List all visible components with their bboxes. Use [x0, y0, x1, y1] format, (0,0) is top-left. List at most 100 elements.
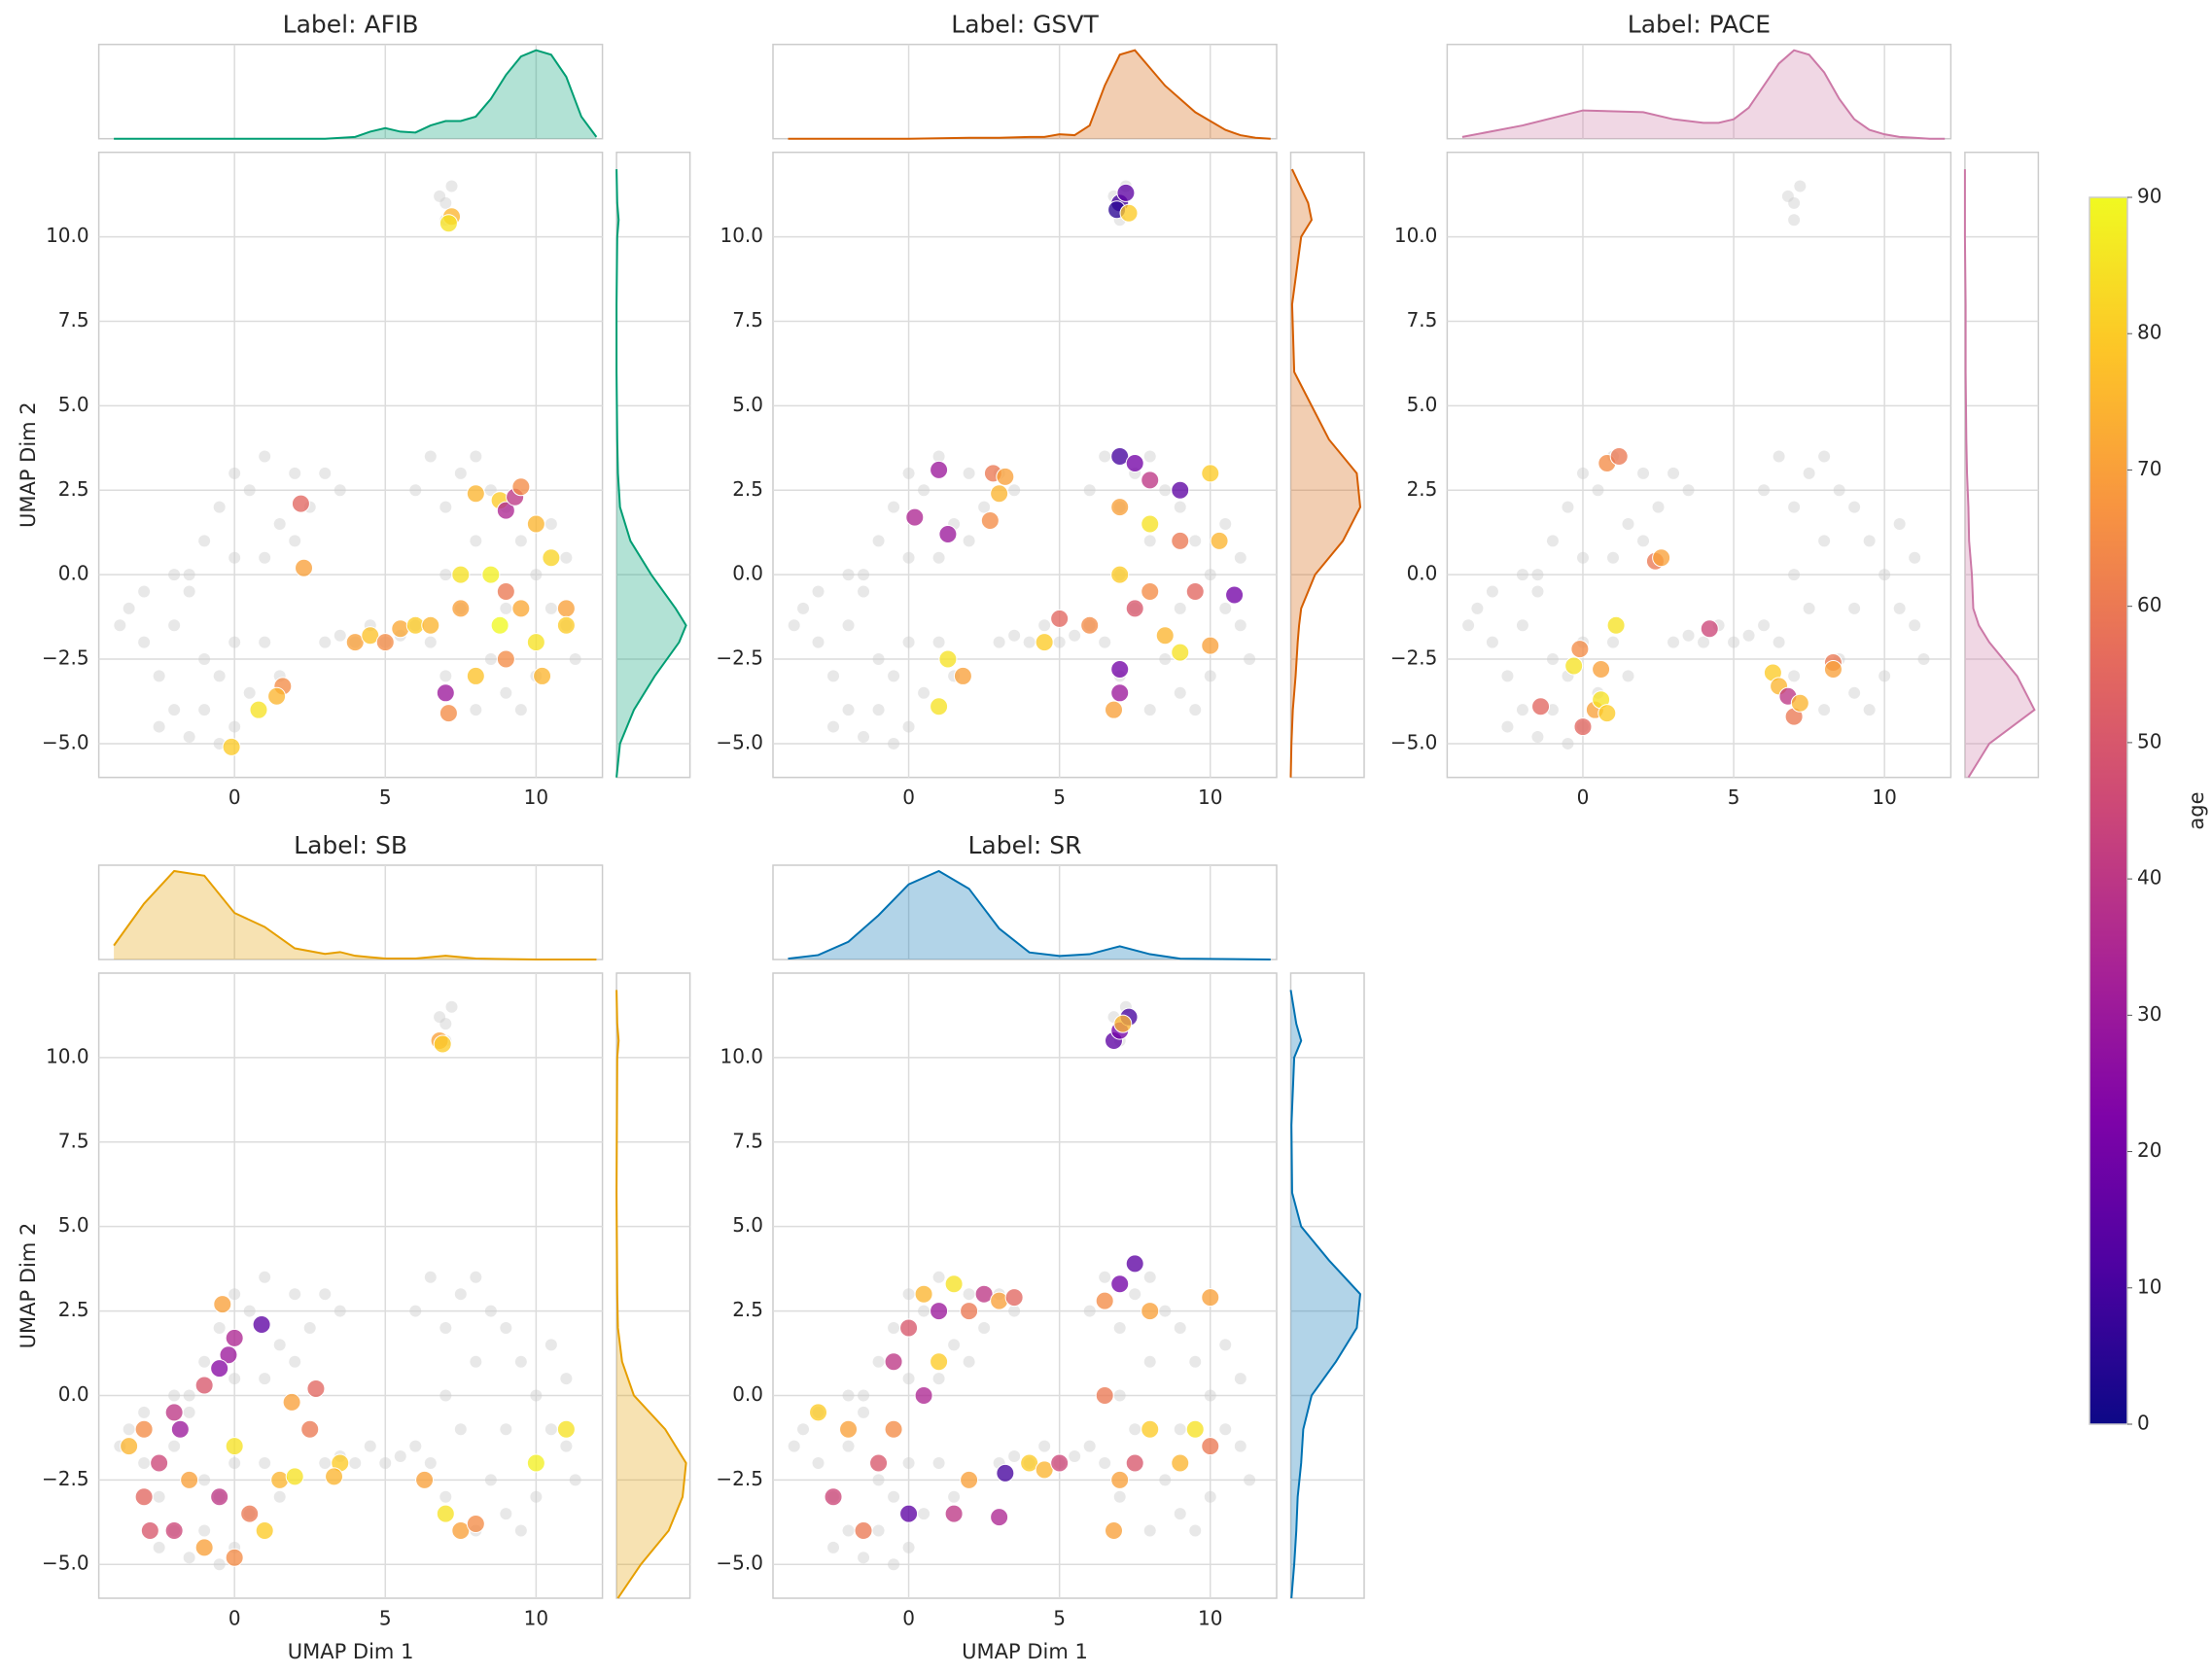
- y-tick-label: −5.0: [716, 730, 763, 753]
- background-point: [1833, 484, 1845, 497]
- point: [1606, 615, 1626, 635]
- point: [300, 1419, 320, 1439]
- point: [1110, 565, 1130, 584]
- background-point: [198, 1355, 211, 1368]
- point: [1110, 683, 1130, 703]
- background-point: [424, 450, 437, 463]
- background-point: [1099, 1456, 1111, 1469]
- y-tick-label: −5.0: [1390, 730, 1438, 753]
- x-tick-label: 0: [902, 1607, 915, 1630]
- point: [1110, 1470, 1130, 1489]
- y-tick-label: 10.0: [720, 224, 763, 247]
- background-point: [319, 467, 332, 479]
- background-point: [434, 1011, 446, 1024]
- background-point: [902, 1541, 915, 1553]
- x-tick-label: 0: [228, 1607, 241, 1630]
- right-marginal-area: [1289, 972, 1365, 1599]
- point: [854, 1520, 873, 1540]
- point: [1080, 615, 1100, 635]
- background-point: [948, 1339, 961, 1351]
- background-point: [872, 704, 885, 716]
- background-point: [932, 1456, 945, 1469]
- point: [938, 649, 958, 669]
- background-point: [1576, 551, 1589, 564]
- point: [252, 1314, 271, 1334]
- background-point: [872, 1524, 885, 1537]
- kde-line: [788, 49, 1271, 140]
- point: [914, 1284, 933, 1304]
- point: [533, 666, 552, 685]
- plot-area: [772, 972, 1278, 1599]
- background-point: [484, 1305, 497, 1317]
- x-tick-label: 0: [1577, 785, 1590, 809]
- background-point: [872, 1474, 885, 1486]
- background-point: [1788, 670, 1801, 682]
- background-point: [228, 467, 241, 479]
- kde-area: [788, 871, 1271, 960]
- background-point: [1637, 535, 1650, 547]
- background-point: [1758, 619, 1771, 632]
- point: [1185, 1419, 1205, 1439]
- background-point: [902, 1456, 915, 1469]
- background-point: [948, 1490, 961, 1503]
- background-point: [1682, 484, 1695, 497]
- background-point: [259, 551, 271, 564]
- point: [1210, 531, 1229, 550]
- background-point: [1099, 1271, 1111, 1283]
- background-point: [1113, 1490, 1126, 1503]
- point: [1125, 599, 1144, 618]
- background-point: [213, 501, 226, 513]
- x-tick-label: 0: [902, 785, 915, 809]
- point: [164, 1403, 184, 1422]
- kde-area: [616, 990, 686, 1598]
- kde-line: [1289, 168, 1362, 778]
- background-point: [259, 1271, 271, 1283]
- background-point: [484, 653, 497, 666]
- point: [1035, 633, 1054, 652]
- background-point: [1546, 653, 1559, 666]
- background-point: [560, 1373, 573, 1385]
- point: [164, 1520, 184, 1540]
- background-point: [1562, 737, 1574, 750]
- background-point: [858, 730, 870, 743]
- point: [974, 1284, 994, 1304]
- background-point: [409, 484, 422, 497]
- point: [1105, 1520, 1124, 1540]
- y-tick-label: 0.0: [58, 1382, 89, 1406]
- kde-line: [1461, 49, 1946, 140]
- background-point: [812, 585, 825, 598]
- point: [930, 460, 949, 479]
- background-point: [788, 1440, 800, 1452]
- background-point: [198, 535, 211, 547]
- background-point: [872, 1355, 885, 1368]
- top-marginal-area: [772, 864, 1278, 960]
- colorbar-tick-label: 50: [2137, 729, 2161, 752]
- background-point: [902, 1288, 915, 1301]
- background-point: [902, 1373, 915, 1385]
- y-tick-label: 5.0: [58, 393, 89, 416]
- point: [1201, 636, 1220, 655]
- background-point: [259, 1373, 271, 1385]
- y-tick-label: 2.5: [732, 477, 763, 501]
- background-point: [228, 636, 241, 648]
- point: [1201, 1437, 1220, 1456]
- point: [556, 615, 576, 635]
- panel-title: Label: PACE: [1628, 11, 1771, 39]
- point: [960, 1302, 979, 1321]
- background-point: [1773, 636, 1785, 648]
- point: [210, 1359, 229, 1378]
- x-tick-label: 10: [1198, 785, 1222, 809]
- background-point: [1576, 467, 1589, 479]
- background-point: [198, 704, 211, 716]
- point: [295, 558, 314, 577]
- y-tick-label: 10.0: [1394, 224, 1438, 247]
- background-point: [812, 636, 825, 648]
- background-point: [1159, 1305, 1172, 1317]
- colorbar-tick-label: 10: [2137, 1274, 2161, 1298]
- point: [466, 1515, 485, 1534]
- background-point: [842, 704, 855, 716]
- background-point: [1562, 501, 1574, 513]
- point: [1141, 1419, 1160, 1439]
- background-point: [1893, 602, 1906, 614]
